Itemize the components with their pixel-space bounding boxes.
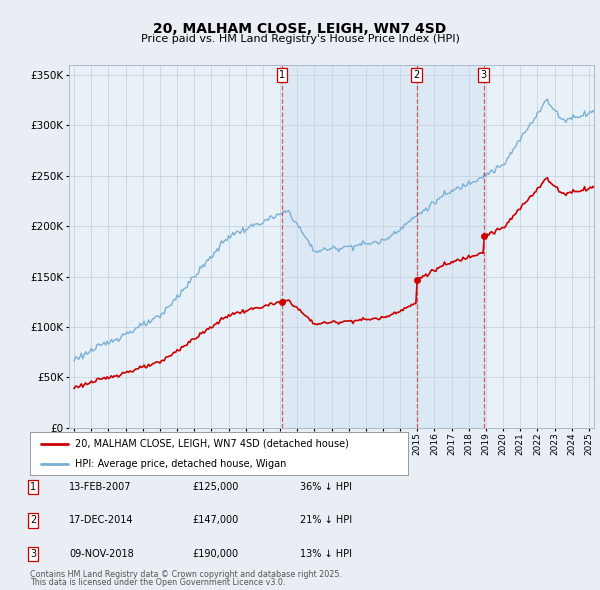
Text: 36% ↓ HPI: 36% ↓ HPI (300, 482, 352, 491)
Text: 20, MALHAM CLOSE, LEIGH, WN7 4SD: 20, MALHAM CLOSE, LEIGH, WN7 4SD (154, 22, 446, 37)
Text: 1: 1 (279, 70, 285, 80)
Text: HPI: Average price, detached house, Wigan: HPI: Average price, detached house, Wiga… (76, 459, 287, 469)
Bar (282, 65, 416, 428)
Text: 2: 2 (413, 70, 420, 80)
Text: This data is licensed under the Open Government Licence v3.0.: This data is licensed under the Open Gov… (30, 578, 286, 587)
Text: 1: 1 (30, 482, 36, 491)
Text: 3: 3 (30, 549, 36, 559)
Bar (416, 65, 484, 428)
Text: £147,000: £147,000 (192, 516, 238, 525)
Text: Price paid vs. HM Land Registry's House Price Index (HPI): Price paid vs. HM Land Registry's House … (140, 34, 460, 44)
Text: 09-NOV-2018: 09-NOV-2018 (69, 549, 134, 559)
Text: 21% ↓ HPI: 21% ↓ HPI (300, 516, 352, 525)
Text: 13% ↓ HPI: 13% ↓ HPI (300, 549, 352, 559)
Text: £125,000: £125,000 (192, 482, 238, 491)
Text: 20, MALHAM CLOSE, LEIGH, WN7 4SD (detached house): 20, MALHAM CLOSE, LEIGH, WN7 4SD (detach… (76, 438, 349, 448)
Text: Contains HM Land Registry data © Crown copyright and database right 2025.: Contains HM Land Registry data © Crown c… (30, 570, 342, 579)
Text: 3: 3 (481, 70, 487, 80)
Text: £190,000: £190,000 (192, 549, 238, 559)
Text: 17-DEC-2014: 17-DEC-2014 (69, 516, 133, 525)
Text: 2: 2 (30, 516, 36, 525)
Text: 13-FEB-2007: 13-FEB-2007 (69, 482, 131, 491)
